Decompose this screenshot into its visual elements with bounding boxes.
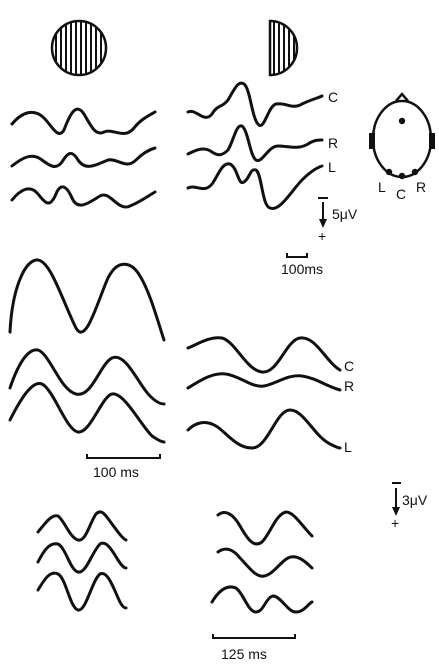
bottom-left-trace-bot — [36, 571, 128, 612]
time-label-top: 100ms — [281, 261, 323, 277]
top-right-trace-r — [186, 124, 324, 163]
bottom-left-trace-group — [36, 510, 128, 612]
head-label-r: R — [416, 179, 426, 195]
time-label-bottom: 125 ms — [221, 646, 267, 662]
middle-left-trace-mid — [8, 348, 166, 406]
head-electrode-map — [369, 92, 435, 180]
full-field-stimulus-icon — [50, 19, 108, 77]
middle-right-trace-r — [186, 372, 342, 392]
bottom-right-trace-top — [216, 510, 314, 546]
bottom-left-trace-top — [36, 510, 128, 542]
middle-right-trace-l — [186, 408, 342, 450]
time-scale-top — [286, 253, 308, 258]
channel-label-r-top: R — [328, 135, 338, 151]
head-label-c: C — [396, 186, 406, 202]
amplitude-label-top: 5μV — [332, 206, 358, 222]
middle-left-trace-bot — [8, 382, 166, 444]
time-label-middle: 100 ms — [93, 464, 139, 480]
time-scale-bottom — [212, 634, 296, 639]
channel-label-l-mid: L — [344, 439, 352, 455]
top-right-trace-c — [186, 81, 324, 128]
polarity-plus-bottom: + — [391, 515, 399, 531]
bottom-left-trace-mid — [36, 541, 128, 574]
channel-label-l-top: L — [328, 159, 336, 175]
top-left-trace-r — [10, 146, 157, 168]
bottom-right-trace-group — [210, 510, 314, 614]
middle-right-trace-c — [186, 336, 342, 374]
bottom-right-trace-mid — [216, 547, 314, 578]
half-field-stimulus-icon — [268, 19, 299, 77]
top-right-trace-l — [186, 162, 324, 210]
amplitude-scale-bottom — [392, 482, 401, 516]
head-label-l: L — [378, 179, 386, 195]
bottom-right-trace-bot — [210, 585, 314, 614]
channel-label-c-top: C — [328, 89, 338, 105]
amplitude-label-bottom: 3μV — [402, 492, 428, 508]
time-scale-middle — [86, 454, 161, 459]
middle-left-trace-group — [8, 258, 166, 444]
channel-label-c-mid: C — [344, 358, 354, 374]
channel-label-r-mid: R — [344, 378, 354, 394]
amplitude-scale-top — [318, 197, 328, 228]
top-right-trace-group — [186, 81, 324, 210]
top-left-trace-group — [10, 107, 157, 209]
top-left-trace-l — [10, 185, 157, 209]
polarity-plus-top: + — [318, 228, 326, 244]
middle-left-trace-top — [8, 258, 166, 342]
top-left-trace-c — [10, 107, 157, 135]
middle-right-trace-group — [186, 336, 342, 450]
